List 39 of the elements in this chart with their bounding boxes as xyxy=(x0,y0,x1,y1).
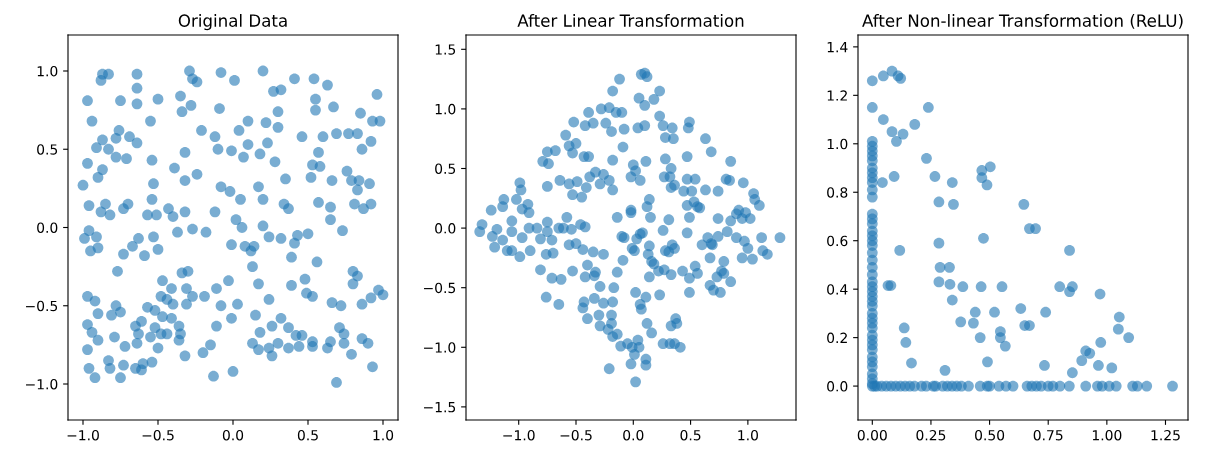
x-tick-label: 0.00 xyxy=(857,429,887,441)
y-tick-label: 0.0 xyxy=(37,222,58,233)
x-tick-label: 0.5 xyxy=(297,429,318,441)
y-tick-label: −1.0 xyxy=(26,378,58,390)
y-tick-label: 0.4 xyxy=(827,284,848,295)
y-tick-label: 0.2 xyxy=(827,332,847,344)
y-tick-label: 0.0 xyxy=(827,381,848,392)
x-tick-label: −0.5 xyxy=(142,429,174,441)
y-tick-label: 1.5 xyxy=(435,44,456,55)
x-tick-label: 0.5 xyxy=(680,429,701,441)
y-tick-label: 1.0 xyxy=(435,103,456,115)
y-tick-label: 0.5 xyxy=(435,163,456,174)
y-tick-label: −0.5 xyxy=(424,282,456,294)
x-tick-label: −1.0 xyxy=(67,429,99,441)
x-tick-label: 0.0 xyxy=(222,429,244,441)
x-tick-label: 0.75 xyxy=(1033,429,1063,441)
x-tick-label: 0.25 xyxy=(916,429,946,441)
y-tick-label: 1.0 xyxy=(827,138,848,150)
y-tick-label: −0.5 xyxy=(26,300,58,312)
y-tick-label: 1.0 xyxy=(37,65,58,77)
y-tick-label: 0.0 xyxy=(435,223,456,234)
y-tick-label: −1.0 xyxy=(424,342,456,353)
x-tick-label: 0.50 xyxy=(975,429,1005,441)
y-tick-label: 0.6 xyxy=(827,235,848,247)
x-tick-label: 1.00 xyxy=(1092,429,1122,441)
y-tick-label: 0.5 xyxy=(37,144,58,155)
x-tick-label: 0.0 xyxy=(623,429,644,441)
y-tick-label: 1.4 xyxy=(827,42,848,53)
chart-title: After Non-linear Transformation (ReLU) xyxy=(862,14,1183,29)
x-tick-label: 1.25 xyxy=(1151,429,1180,441)
x-tick-label: 1.0 xyxy=(738,429,758,441)
y-tick-label: 1.2 xyxy=(827,90,847,101)
x-tick-label: −0.5 xyxy=(560,429,592,441)
x-tick-label: −1.0 xyxy=(503,429,535,441)
y-tick-label: 0.8 xyxy=(827,187,848,198)
chart-title: Original Data xyxy=(178,14,287,31)
y-tick-label: −1.5 xyxy=(424,402,456,413)
x-tick-label: 1.0 xyxy=(373,429,394,441)
chart-title: After Linear Transformation xyxy=(517,14,744,27)
